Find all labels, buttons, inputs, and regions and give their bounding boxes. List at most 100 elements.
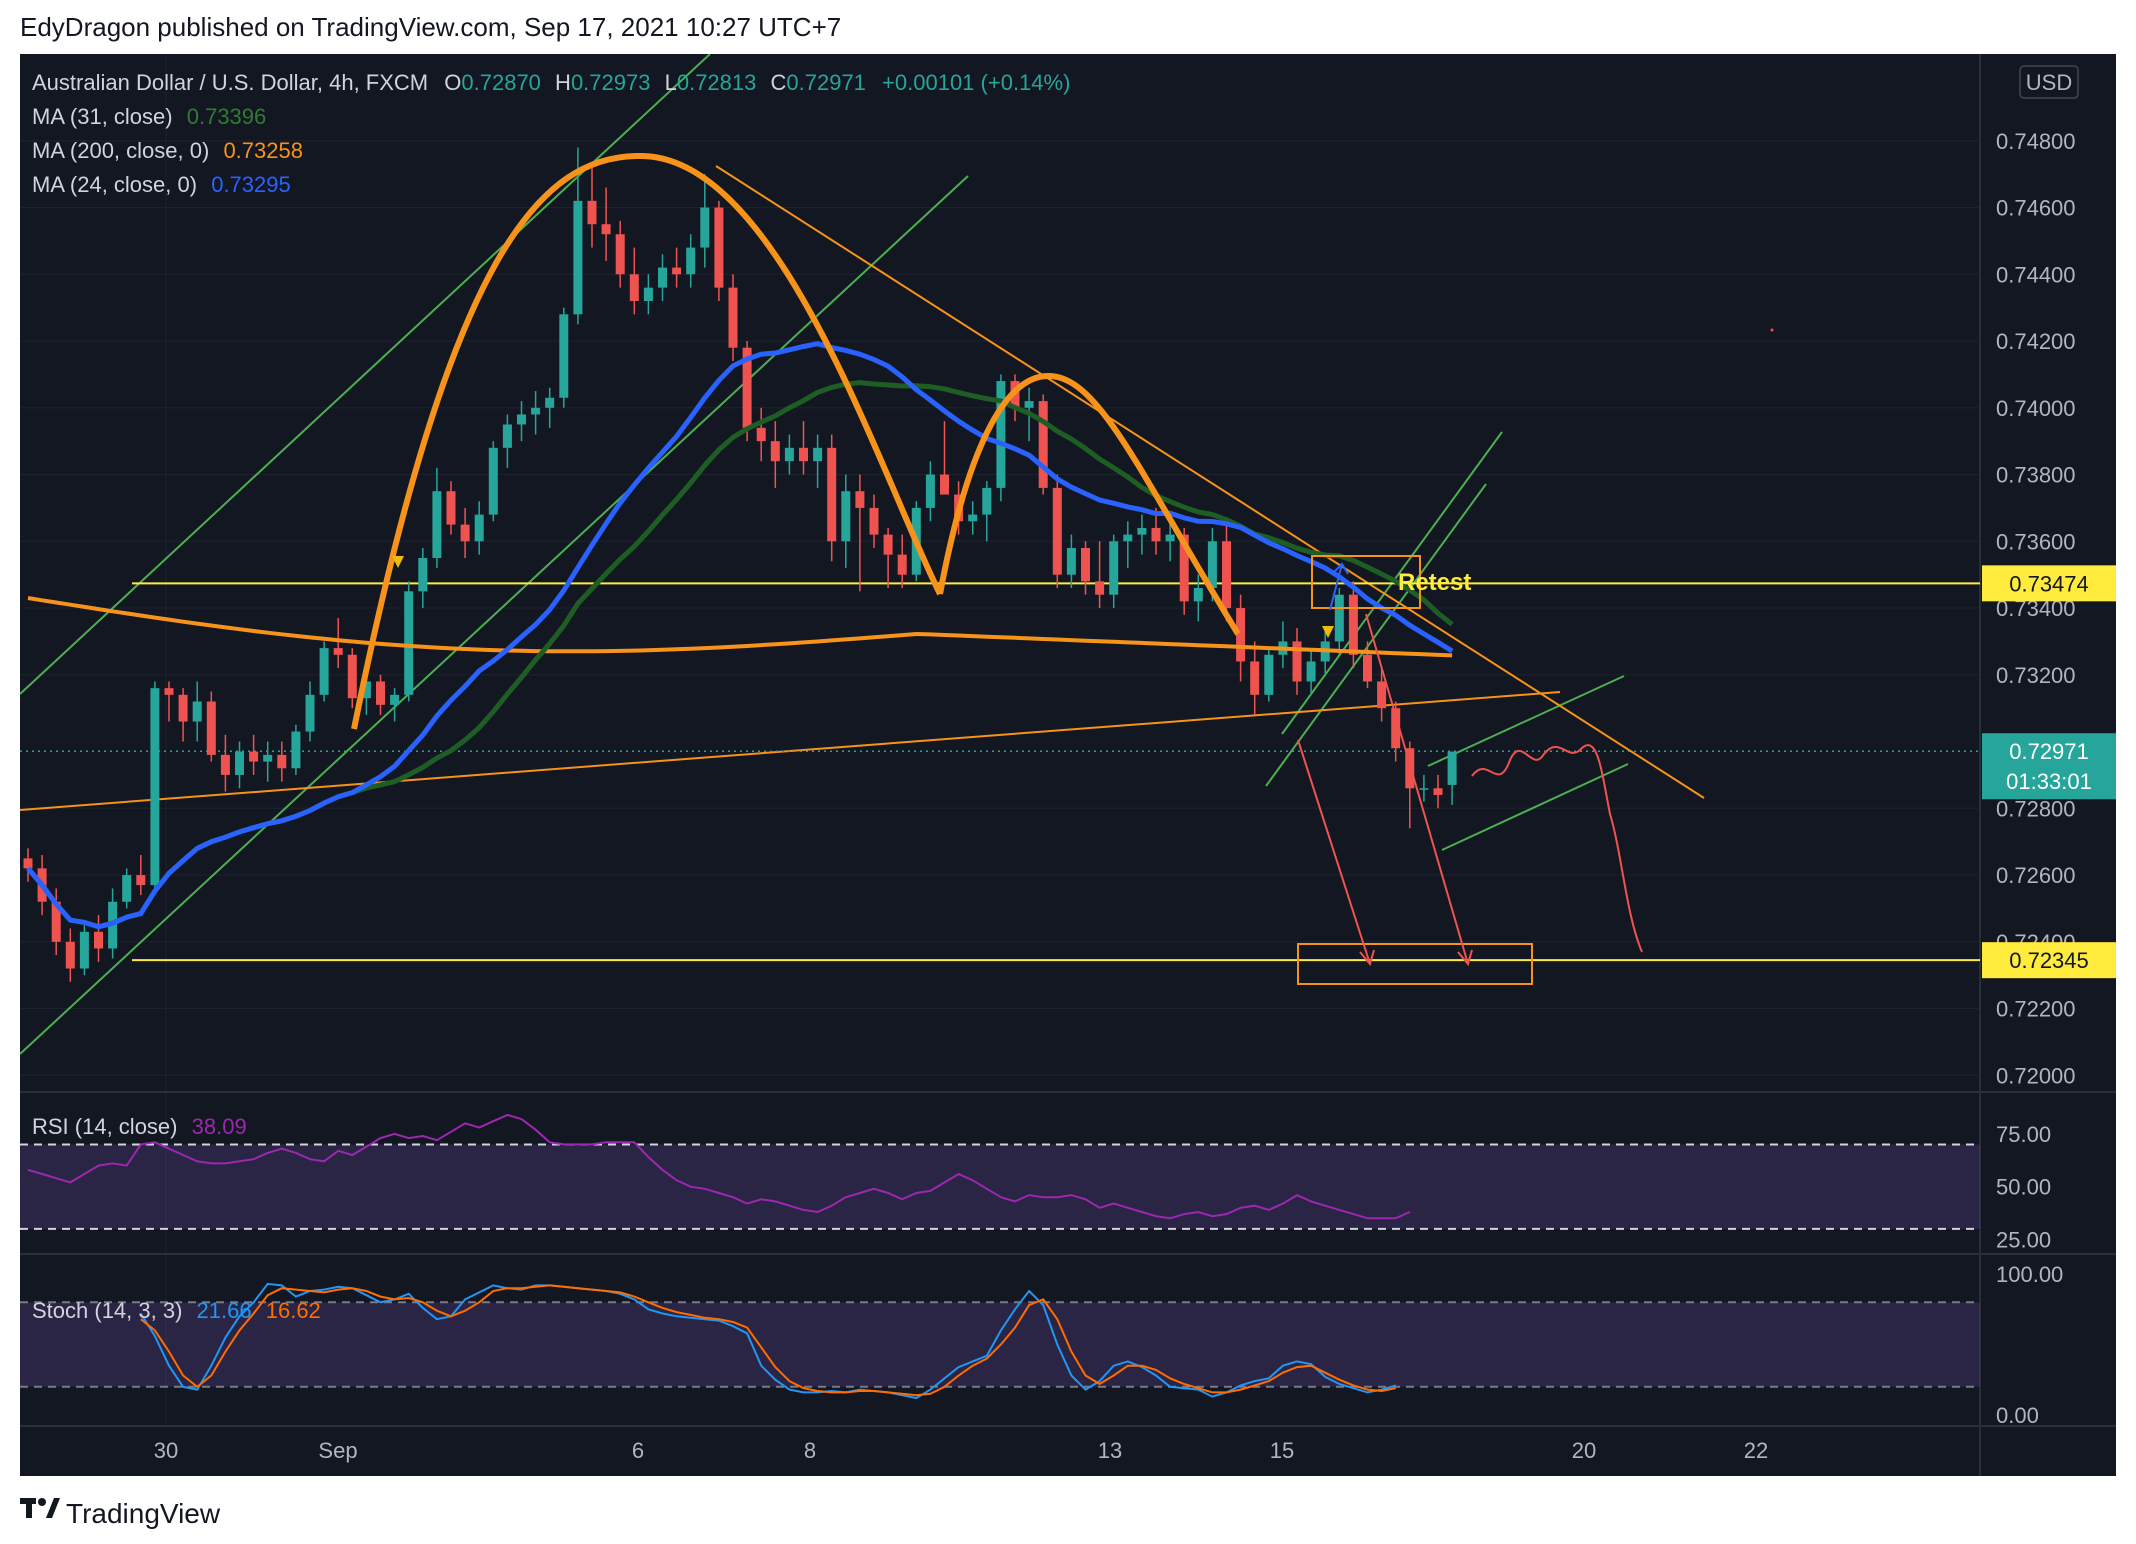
candle-body[interactable] — [277, 754, 287, 769]
candle-body[interactable] — [474, 514, 484, 542]
candle-body[interactable] — [996, 381, 1006, 488]
candle-body[interactable] — [940, 474, 949, 495]
candle-body[interactable] — [601, 224, 611, 235]
candle-body[interactable] — [1447, 751, 1457, 785]
candle-body[interactable] — [319, 648, 329, 695]
candle-body[interactable] — [1433, 788, 1443, 795]
candle-body[interactable] — [361, 681, 371, 699]
candle-body[interactable] — [333, 648, 343, 655]
candle-body[interactable] — [1151, 527, 1161, 542]
candle-body[interactable] — [1137, 527, 1147, 535]
candle-body[interactable] — [249, 751, 259, 762]
chart-canvas[interactable]: Retest Australian Dollar / U.S. Dollar, … — [20, 54, 2116, 1476]
candle-body[interactable] — [1165, 534, 1175, 542]
candle-body[interactable] — [1123, 534, 1133, 542]
candle-body[interactable] — [122, 875, 132, 902]
candle-body[interactable] — [813, 447, 823, 462]
chart-frame[interactable]: Retest Australian Dollar / U.S. Dollar, … — [20, 54, 2116, 1476]
candle-body[interactable] — [1292, 641, 1302, 682]
candle-body[interactable] — [1391, 708, 1401, 749]
time-axis[interactable]: 30 Sep 6 8 13 15 20 22 — [154, 1438, 1768, 1463]
candle-body[interactable] — [178, 694, 188, 722]
candle-body[interactable] — [968, 514, 978, 522]
candle-body[interactable] — [206, 701, 216, 755]
candlestick-series[interactable] — [23, 147, 1457, 982]
candle-body[interactable] — [883, 534, 893, 555]
candle-body[interactable] — [799, 447, 808, 462]
candle-body[interactable] — [79, 931, 89, 969]
candle-body[interactable] — [742, 347, 752, 428]
candle-body[interactable] — [615, 234, 625, 275]
candle-body[interactable] — [347, 654, 357, 699]
candle-body[interactable] — [559, 314, 569, 398]
candle-body[interactable] — [1348, 594, 1358, 655]
target-arrows[interactable] — [1297, 613, 1643, 967]
candle-body[interactable] — [488, 447, 498, 515]
candle-body[interactable] — [1066, 547, 1076, 575]
candle-body[interactable] — [1193, 588, 1203, 602]
candle-body[interactable] — [51, 901, 61, 942]
tradingview-brand[interactable]: TradingView — [66, 1498, 221, 1529]
candle-body[interactable] — [1081, 547, 1090, 582]
candle-body[interactable] — [432, 491, 442, 558]
candle-body[interactable] — [1222, 541, 1231, 609]
candle-body[interactable] — [150, 688, 160, 886]
retest-box[interactable] — [1311, 555, 1421, 609]
candle-body[interactable] — [446, 491, 456, 525]
candle-body[interactable] — [164, 688, 174, 695]
candle-body[interactable] — [136, 875, 146, 886]
candle-body[interactable] — [629, 274, 639, 301]
descending-trendline[interactable] — [20, 165, 1705, 811]
candle-body[interactable] — [869, 507, 879, 535]
candle-body[interactable] — [418, 557, 428, 592]
candle-body[interactable] — [517, 414, 526, 425]
candle-body[interactable] — [1419, 788, 1429, 790]
candle-body[interactable] — [1405, 748, 1415, 789]
candle-body[interactable] — [235, 751, 244, 775]
candle-body[interactable] — [770, 441, 780, 462]
candle-body[interactable] — [573, 200, 583, 315]
candle-body[interactable] — [376, 681, 385, 705]
candle-body[interactable] — [897, 554, 907, 575]
candle-body[interactable] — [23, 858, 33, 869]
candle-body[interactable] — [1264, 654, 1274, 695]
candle-body[interactable] — [1024, 401, 1034, 408]
candle-body[interactable] — [686, 247, 696, 275]
candle-body[interactable] — [643, 287, 653, 301]
candle-body[interactable] — [672, 267, 682, 275]
candle-body[interactable] — [1179, 534, 1189, 602]
candle-body[interactable] — [982, 487, 992, 515]
candle-body[interactable] — [784, 447, 794, 462]
candle-body[interactable] — [1377, 681, 1387, 709]
candle-body[interactable] — [502, 424, 512, 448]
candle-body[interactable] — [263, 754, 273, 762]
candle-body[interactable] — [925, 474, 935, 508]
candle-body[interactable] — [827, 447, 837, 542]
candle-body[interactable] — [1236, 608, 1246, 662]
head-arc-drawing[interactable] — [351, 152, 943, 730]
candle-body[interactable] — [756, 427, 766, 442]
candle-body[interactable] — [1095, 581, 1105, 595]
tradingview-logo-icon[interactable] — [20, 1496, 60, 1524]
currency-button[interactable] — [2019, 65, 2079, 99]
candle-body[interactable] — [728, 287, 738, 348]
candle-body[interactable] — [460, 524, 470, 542]
candle-body[interactable] — [1038, 401, 1048, 488]
candle-body[interactable] — [855, 491, 865, 508]
retest-arrow[interactable] — [1329, 562, 1349, 611]
candle-body[interactable] — [714, 207, 724, 288]
candle-body[interactable] — [1207, 541, 1217, 589]
candle-body[interactable] — [94, 931, 103, 949]
candle-body[interactable] — [65, 941, 75, 969]
candle-body[interactable] — [658, 267, 667, 288]
candle-body[interactable] — [1109, 541, 1119, 595]
candle-body[interactable] — [531, 407, 541, 415]
candle-body[interactable] — [305, 694, 315, 732]
candle-body[interactable] — [700, 207, 710, 248]
candle-body[interactable] — [390, 694, 400, 705]
candle-body[interactable] — [1334, 594, 1344, 642]
target-box[interactable] — [1297, 943, 1533, 985]
candle-body[interactable] — [1052, 487, 1062, 575]
candle-body[interactable] — [291, 731, 301, 769]
candle-body[interactable] — [192, 701, 202, 722]
